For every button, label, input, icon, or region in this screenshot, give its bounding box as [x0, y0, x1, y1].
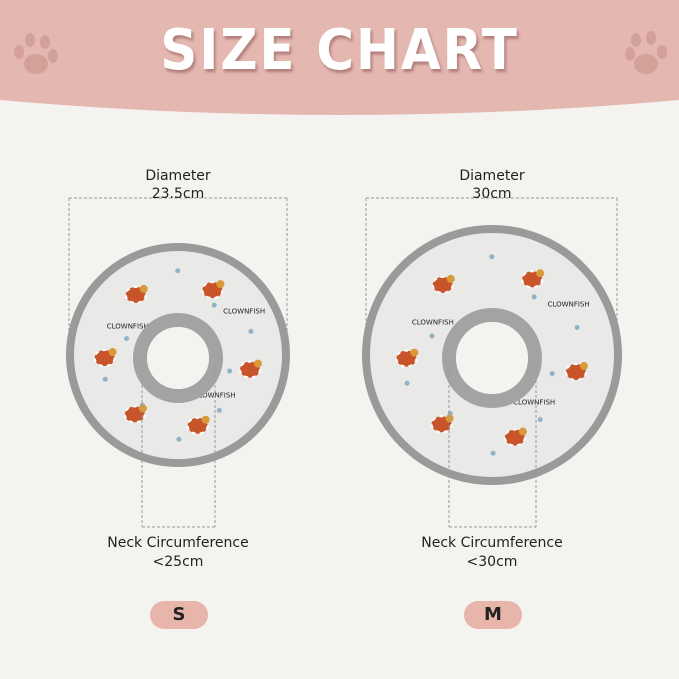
clownfish-head	[445, 414, 454, 423]
bubble	[429, 333, 435, 339]
size-badge-m: M	[464, 601, 522, 629]
neck-ring-m	[442, 308, 542, 408]
bubble	[531, 294, 537, 300]
neck-label-s: Neck Circumference	[107, 535, 249, 551]
paw-icon-right	[625, 31, 667, 74]
neck-value-s: <25cm	[152, 554, 204, 570]
clownfish-head	[201, 415, 210, 424]
size-badge-s: S	[150, 601, 208, 629]
neck-value-m: <30cm	[466, 554, 518, 570]
bubble	[211, 302, 217, 308]
clownfish-head	[579, 362, 588, 371]
bubble	[248, 328, 254, 334]
clownfish-head	[138, 404, 147, 413]
bubble	[176, 436, 182, 442]
collar-pattern-text: CLOWNFISH	[513, 398, 555, 406]
neck-label-m: Neck Circumference	[421, 535, 563, 551]
diameter-label-s: Diameter	[145, 168, 211, 184]
header-banner	[0, 0, 679, 115]
clownfish-head	[410, 348, 419, 357]
clownfish-head	[253, 359, 262, 368]
clownfish-head	[536, 269, 545, 278]
collar-pattern-text: CLOWNFISH	[412, 318, 454, 326]
bubble	[216, 407, 222, 413]
clownfish-head	[139, 284, 148, 293]
collar-pattern-text: CLOWNFISH	[548, 300, 590, 308]
clownfish-head	[446, 274, 455, 283]
page-title: SIZE CHART	[160, 18, 519, 83]
clownfish-head	[518, 427, 527, 436]
bubble	[227, 368, 233, 374]
diameter-value-m: 30cm	[472, 186, 512, 202]
bubble	[537, 417, 543, 423]
bubble	[404, 380, 410, 386]
paw-icon-left	[14, 33, 58, 74]
collar-pattern-text: CLOWNFISH	[107, 323, 149, 331]
clownfish-head	[216, 280, 225, 289]
bubble	[549, 371, 555, 377]
bubble	[124, 336, 130, 342]
bubble	[489, 254, 495, 260]
bubble	[490, 450, 496, 456]
bubble	[175, 268, 181, 274]
neck-hole-m	[456, 322, 528, 394]
bubble	[574, 324, 580, 330]
clownfish-head	[108, 348, 117, 357]
diameter-label-m: Diameter	[459, 168, 525, 184]
collar-pattern-text: CLOWNFISH	[223, 307, 265, 315]
diameter-value-s: 23.5cm	[151, 186, 205, 202]
bubble	[102, 376, 108, 382]
neck-hole-s	[147, 327, 209, 389]
neck-ring-s	[133, 313, 223, 403]
